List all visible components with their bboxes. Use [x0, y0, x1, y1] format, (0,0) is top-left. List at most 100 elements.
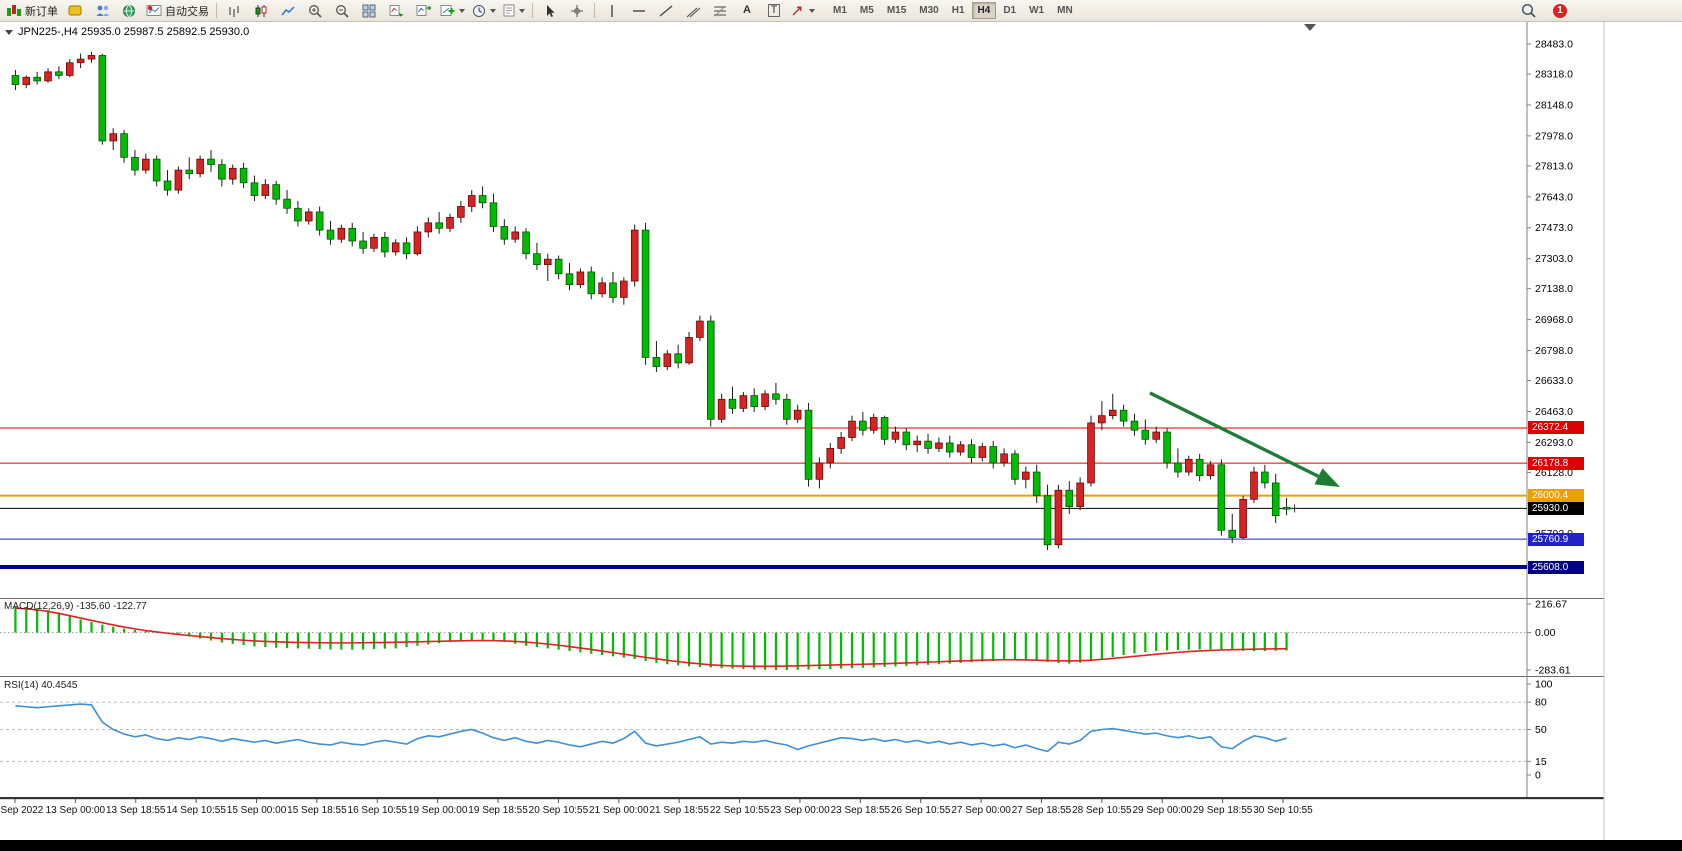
signals-button[interactable]	[62, 0, 88, 21]
auto-trading-button[interactable]: 自动交易	[143, 0, 212, 21]
svg-text:15: 15	[1535, 756, 1547, 768]
zoom-in-button[interactable]	[302, 0, 328, 21]
new-order-button[interactable]: 新订单	[3, 0, 61, 21]
tile-windows-icon	[362, 4, 376, 17]
current-price-tag[interactable]: 25930.0	[1528, 501, 1584, 515]
cursor-button[interactable]	[537, 0, 563, 21]
timeframe-m5[interactable]: M5	[859, 5, 874, 16]
svg-text:27 Sep 18:55: 27 Sep 18:55	[1012, 805, 1072, 816]
crosshair-icon	[571, 4, 583, 17]
svg-text:23 Sep 00:00: 23 Sep 00:00	[770, 805, 830, 816]
svg-text:16 Sep 10:55: 16 Sep 10:55	[348, 805, 408, 816]
timeframe-d1[interactable]: D1	[1003, 5, 1017, 16]
crosshair-button[interactable]	[564, 0, 590, 21]
vertical-line-button[interactable]	[599, 0, 625, 21]
horizontal-line-icon	[633, 9, 645, 12]
svg-text:19 Sep 00:00: 19 Sep 00:00	[408, 805, 468, 816]
timeframe-w1[interactable]: W1	[1029, 5, 1045, 16]
level-price-tag[interactable]: 26372.4	[1528, 421, 1584, 435]
level-price-tag[interactable]: 26000.4	[1528, 489, 1584, 503]
new-order-icon	[7, 4, 21, 16]
horizontal-line-button[interactable]	[626, 0, 652, 21]
macd-panel: 216.67 0.00 -283.61	[0, 599, 1571, 677]
dropdown-arrow-icon	[809, 8, 815, 13]
chevron-down-icon	[5, 29, 13, 35]
text-tool-icon: A	[743, 4, 751, 16]
svg-text:15 Sep 18:55: 15 Sep 18:55	[287, 805, 347, 816]
timeframe-m30[interactable]: M30	[919, 5, 939, 16]
timeframe-group: M1 M5 M15 M30 H1 H4 D1 W1 MN	[827, 2, 1079, 19]
toolbar-separator	[594, 3, 595, 18]
timeframe-h1[interactable]: H1	[951, 5, 965, 16]
notification-badge[interactable]: 1	[1553, 3, 1567, 18]
timeframe-m15[interactable]: M15	[886, 5, 907, 16]
svg-text:27 Sep 00:00: 27 Sep 00:00	[951, 805, 1011, 816]
svg-text:22 Sep 10:55: 22 Sep 10:55	[710, 805, 770, 816]
auto-scroll-button[interactable]	[383, 0, 409, 21]
rsi-value: 40.4545	[41, 680, 78, 691]
svg-text:80: 80	[1535, 697, 1547, 709]
svg-text:27473.0: 27473.0	[1535, 222, 1573, 234]
line-chart-icon	[281, 5, 295, 15]
svg-text:27978.0: 27978.0	[1535, 130, 1573, 142]
level-price-tag[interactable]: 25760.9	[1528, 532, 1584, 546]
svg-text:26798.0: 26798.0	[1535, 345, 1573, 357]
tile-windows-button[interactable]	[356, 0, 382, 21]
text-tool-button[interactable]: A	[734, 0, 760, 21]
new-chart-icon	[440, 5, 455, 16]
timeframe-mn[interactable]: MN	[1057, 5, 1073, 16]
chart-bars-button[interactable]	[221, 0, 247, 21]
timeframe-m1[interactable]: M1	[833, 5, 847, 16]
svg-text:-283.61: -283.61	[1535, 665, 1571, 677]
chart-candles-button[interactable]	[248, 0, 274, 21]
equidistant-channel-icon	[686, 7, 700, 17]
globe-icon	[123, 4, 135, 17]
symbol-info[interactable]: JPN225-,H4 25935.0 25987.5 25892.5 25930…	[5, 26, 249, 38]
macd-name: MACD(12,26,9)	[4, 601, 74, 612]
level-price-tag[interactable]: 25608.0	[1528, 560, 1584, 574]
level-price-tag[interactable]: 26178.8	[1528, 456, 1584, 470]
dropdown-arrow-icon	[459, 8, 465, 13]
rsi-panel: 100 80 50 15 0	[0, 679, 1553, 782]
timeframe-h4[interactable]: H4	[971, 2, 997, 19]
chart-shift-button[interactable]	[410, 0, 436, 21]
trend-arrow-annotation[interactable]	[1149, 391, 1340, 487]
trendline-button[interactable]	[653, 0, 679, 21]
community-button[interactable]	[116, 0, 142, 21]
svg-text:26293.0: 26293.0	[1535, 437, 1573, 449]
svg-text:29 Sep 18:55: 29 Sep 18:55	[1193, 805, 1253, 816]
new-order-label: 新订单	[25, 5, 58, 18]
profiles-button[interactable]	[469, 0, 499, 21]
channel-button[interactable]	[680, 0, 706, 21]
svg-text:21 Sep 18:55: 21 Sep 18:55	[649, 805, 709, 816]
market-watch-button[interactable]	[89, 0, 115, 21]
horizontal-levels[interactable]	[0, 427, 1527, 569]
candlesticks-layer	[11, 51, 1299, 551]
toolbar-separator	[216, 3, 217, 18]
bottom-bar	[0, 840, 1682, 851]
fibonacci-button[interactable]	[707, 0, 733, 21]
toolbar-right: 1	[1515, 0, 1567, 21]
svg-text:26968.0: 26968.0	[1535, 314, 1573, 326]
chart-line-button[interactable]	[275, 0, 301, 21]
template-icon	[503, 4, 515, 17]
bar-chart-icon	[229, 5, 239, 17]
search-button[interactable]	[1515, 0, 1541, 21]
svg-text:28 Sep 10:55: 28 Sep 10:55	[1072, 805, 1132, 816]
templates-button[interactable]	[500, 0, 528, 21]
arrow-tool-icon	[792, 6, 802, 16]
symbol-ohlc-text: JPN225-,H4 25935.0 25987.5 25892.5 25930…	[18, 26, 250, 38]
svg-text:0.00: 0.00	[1535, 627, 1556, 639]
zoom-out-button[interactable]	[329, 0, 355, 21]
scroll-to-end-marker[interactable]	[1304, 24, 1316, 31]
svg-text:27643.0: 27643.0	[1535, 191, 1573, 203]
macd-indicator-label: MACD(12,26,9) -135.60 -122.77	[4, 601, 147, 612]
svg-text:28483.0: 28483.0	[1535, 39, 1573, 51]
new-chart-button[interactable]	[437, 0, 468, 21]
label-tool-button[interactable]: T	[761, 0, 787, 21]
chart-shift-icon	[416, 5, 431, 16]
svg-text:28148.0: 28148.0	[1535, 99, 1573, 111]
arrows-tool-button[interactable]	[788, 0, 818, 21]
